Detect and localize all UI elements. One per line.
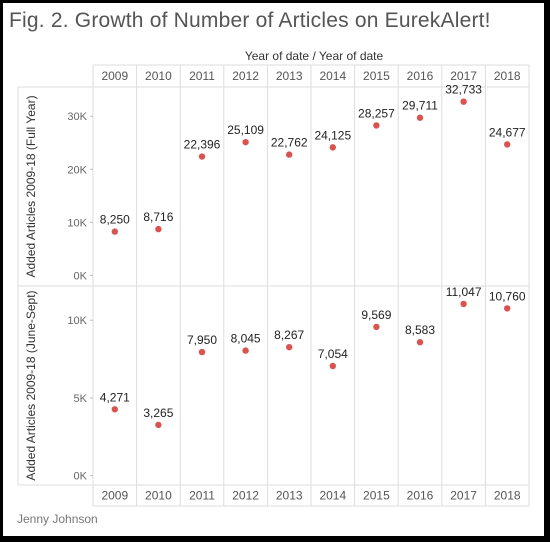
data-point bbox=[373, 122, 380, 129]
year-footer-label: 2011 bbox=[189, 489, 215, 503]
data-label: 10,760 bbox=[489, 289, 526, 303]
chart-title: Fig. 2. Growth of Number of Articles on … bbox=[9, 9, 491, 32]
year-header-label: 2015 bbox=[363, 69, 390, 83]
data-point bbox=[416, 339, 424, 346]
data-label: 8,045 bbox=[231, 332, 261, 346]
data-point bbox=[416, 114, 424, 121]
data-label: 22,396 bbox=[184, 138, 221, 152]
year-header-label: 2011 bbox=[189, 69, 215, 83]
year-header-label: 2010 bbox=[145, 69, 172, 83]
column-header: Year of date / Year of date bbox=[245, 49, 384, 63]
y-tick-label: 0K bbox=[74, 471, 88, 483]
data-label: 28,257 bbox=[358, 106, 395, 120]
y-tick-label: 0K bbox=[74, 270, 88, 282]
data-label: 3,265 bbox=[143, 406, 173, 420]
data-label: 7,950 bbox=[187, 333, 217, 347]
data-label: 8,583 bbox=[405, 323, 435, 337]
year-header-label: 2018 bbox=[494, 69, 521, 83]
data-point bbox=[373, 323, 380, 331]
year-footer-label: 2016 bbox=[407, 489, 434, 503]
y-tick-label: 20K bbox=[67, 164, 87, 176]
year-footer-label: 2010 bbox=[145, 489, 172, 503]
year-footer-label: 2009 bbox=[101, 489, 128, 503]
year-footer-label: 2017 bbox=[450, 489, 477, 503]
year-footer-label: 2014 bbox=[319, 489, 346, 503]
data-point bbox=[155, 421, 162, 429]
data-point bbox=[460, 98, 467, 105]
data-label: 8,250 bbox=[100, 213, 130, 227]
data-label: 24,125 bbox=[314, 128, 351, 142]
year-footer-label: 2015 bbox=[363, 489, 390, 503]
data-label: 29,711 bbox=[402, 99, 438, 113]
y-tick-label: 10K bbox=[67, 217, 87, 229]
data-point bbox=[504, 305, 511, 312]
year-header-label: 2016 bbox=[407, 69, 434, 83]
data-point bbox=[155, 225, 162, 233]
data-label: 8,716 bbox=[143, 210, 173, 224]
data-point bbox=[242, 138, 249, 146]
data-label: 7,054 bbox=[318, 347, 348, 361]
data-point bbox=[111, 406, 119, 413]
data-point bbox=[329, 362, 336, 370]
y-tick-label: 5K bbox=[74, 393, 88, 405]
year-footer-label: 2012 bbox=[232, 489, 259, 503]
data-label: 4,271 bbox=[100, 390, 130, 404]
y-tick-label: 10K bbox=[67, 315, 87, 327]
year-footer-label: 2013 bbox=[276, 489, 303, 503]
data-label: 11,047 bbox=[446, 285, 482, 299]
data-label: 8,267 bbox=[274, 328, 304, 342]
y-axis-title: Added Articles 2009-18 (June-Sept) bbox=[24, 290, 38, 480]
data-point bbox=[286, 151, 293, 158]
data-label: 32,733 bbox=[445, 83, 482, 97]
year-header-label: 2013 bbox=[276, 69, 303, 83]
year-header-label: 2009 bbox=[101, 69, 128, 83]
data-point bbox=[198, 153, 206, 160]
year-header-label: 2012 bbox=[232, 69, 259, 83]
data-point bbox=[504, 141, 511, 148]
year-header-label: 2017 bbox=[450, 69, 477, 83]
year-header-label: 2014 bbox=[319, 69, 346, 83]
data-point bbox=[242, 347, 249, 354]
y-axis-title: Added Articles 2009-18 (Full Year) bbox=[24, 95, 38, 277]
data-label: 22,762 bbox=[271, 136, 308, 150]
author-credit: Jenny Johnson bbox=[17, 512, 98, 526]
y-tick-label: 30K bbox=[67, 111, 87, 123]
data-point bbox=[329, 144, 336, 151]
data-point bbox=[460, 300, 467, 308]
data-label: 25,109 bbox=[227, 123, 264, 137]
data-point bbox=[111, 228, 119, 235]
data-label: 24,677 bbox=[489, 125, 526, 139]
data-point bbox=[286, 343, 293, 351]
year-footer-label: 2018 bbox=[494, 489, 521, 503]
data-label: 9,569 bbox=[361, 308, 391, 322]
data-point bbox=[198, 348, 206, 356]
